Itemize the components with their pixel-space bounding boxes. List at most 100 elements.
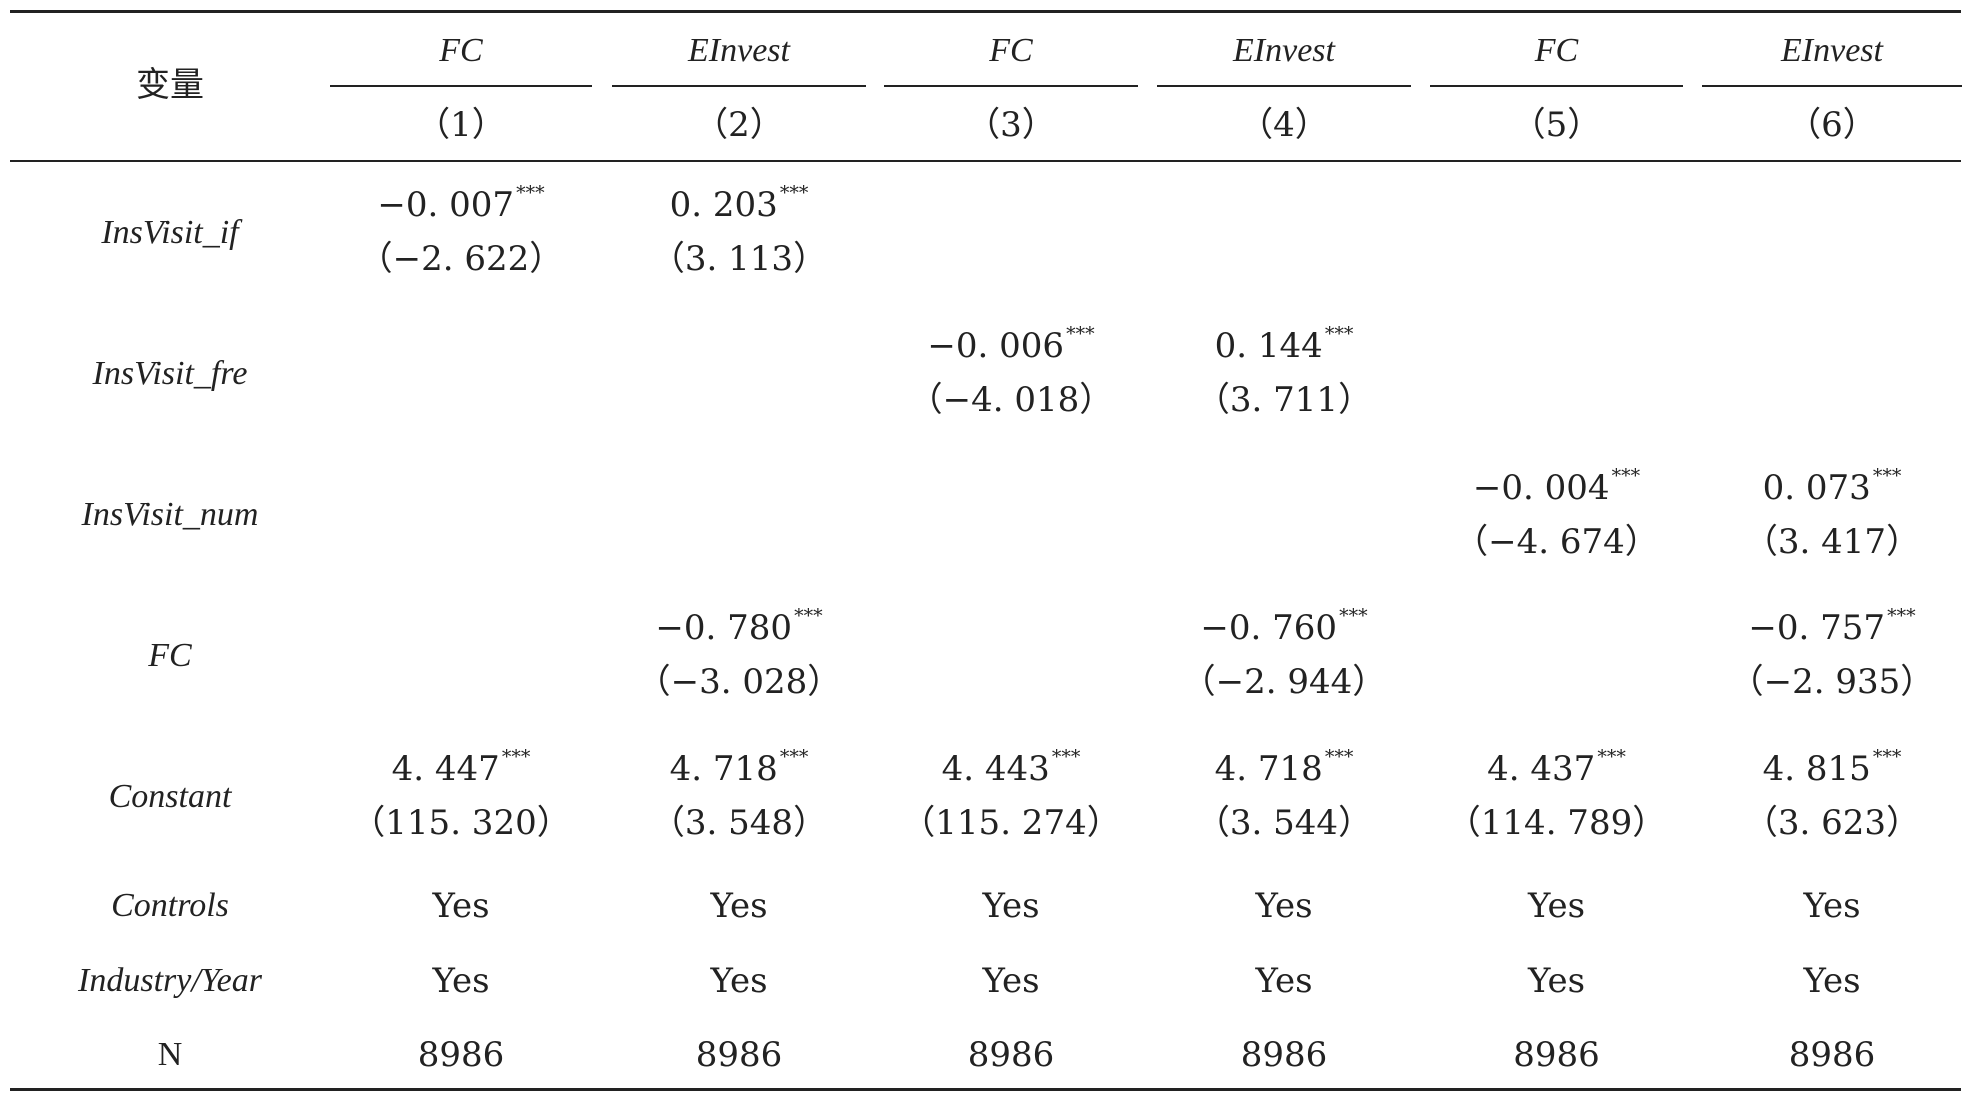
row-label-insvisit-num: InsVisit_num xyxy=(81,496,259,533)
col-6-name: EInvest xyxy=(1781,32,1883,69)
col-6-subrule xyxy=(1702,85,1962,87)
col-4-subrule xyxy=(1157,85,1411,87)
coef-value: −0. 760 xyxy=(1200,608,1338,648)
header-rule xyxy=(10,160,1961,162)
significance-stars: *** xyxy=(1887,605,1916,627)
coef-cell: 4. 447 *** （115. 320） xyxy=(330,748,592,843)
significance-stars: *** xyxy=(1324,323,1354,345)
coef-cell: −0. 780 *** （−3. 028） xyxy=(612,607,866,702)
coef-value: 4. 718 xyxy=(669,749,778,789)
col-5-number: （5） xyxy=(1511,105,1602,145)
coef-value: 4. 718 xyxy=(1214,749,1323,789)
col-6-number: （6） xyxy=(1787,105,1877,145)
row-label-industry-year: Industry/Year xyxy=(78,962,262,999)
coef-value: 0. 203 xyxy=(669,185,778,225)
significance-stars: *** xyxy=(1872,465,1902,487)
coef-value: −0. 006 xyxy=(927,326,1065,366)
significance-stars: *** xyxy=(1051,746,1081,768)
coef-value: 4. 447 xyxy=(391,749,500,789)
col-1-number: （1） xyxy=(416,105,506,145)
significance-stars: *** xyxy=(779,182,809,204)
fixed-effects-value: Yes xyxy=(432,961,490,1001)
significance-stars: *** xyxy=(1597,746,1626,768)
coef-value: −0. 004 xyxy=(1472,468,1610,508)
row-label-insvisit-if: InsVisit_if xyxy=(101,214,239,251)
significance-stars: *** xyxy=(1324,746,1354,768)
coef-cell: −0. 760 *** （−2. 944） xyxy=(1157,607,1411,702)
coef-cell: 4. 437 *** （114. 789） xyxy=(1430,748,1683,843)
t-stat: （−2. 622） xyxy=(358,239,564,279)
t-stat: （3. 417） xyxy=(1743,522,1921,562)
observations-value: 8986 xyxy=(695,1035,783,1075)
row-label-constant: Constant xyxy=(108,778,232,815)
variable-header: 变量 xyxy=(136,65,204,105)
coef-cell: 0. 203 *** （3. 113） xyxy=(612,184,866,279)
coef-cell: 0. 144 *** （3. 711） xyxy=(1157,325,1411,418)
t-stat: （114. 789） xyxy=(1446,803,1667,843)
significance-stars: *** xyxy=(501,746,531,768)
coef-value: 0. 144 xyxy=(1214,326,1323,366)
observations-value: 8986 xyxy=(417,1035,505,1075)
col-5-name: FC xyxy=(1534,32,1579,69)
col-2-number: （2） xyxy=(694,105,784,145)
t-stat: （3. 548） xyxy=(650,803,828,843)
coef-cell: −0. 004 *** （−4. 674） xyxy=(1430,467,1683,562)
significance-stars: *** xyxy=(794,605,823,627)
col-2-name: EInvest xyxy=(688,32,790,69)
t-stat: （3. 113） xyxy=(650,239,828,279)
coef-value: −0. 757 xyxy=(1748,608,1886,648)
controls-value: Yes xyxy=(982,886,1040,926)
coef-value: 4. 443 xyxy=(941,749,1050,789)
fixed-effects-value: Yes xyxy=(982,961,1040,1001)
controls-value: Yes xyxy=(432,886,490,926)
coef-cell: 4. 718 *** （3. 548） xyxy=(612,748,866,843)
observations-value: 8986 xyxy=(967,1035,1055,1075)
significance-stars: *** xyxy=(1872,746,1902,768)
fixed-effects-value: Yes xyxy=(1803,961,1861,1001)
t-stat: （−3. 028） xyxy=(636,662,842,702)
significance-stars: *** xyxy=(516,182,545,204)
coef-cell: 0. 073 *** （3. 417） xyxy=(1702,467,1962,562)
coef-cell: −0. 007 *** （−2. 622） xyxy=(330,184,592,279)
significance-stars: *** xyxy=(779,746,809,768)
col-5-subrule xyxy=(1430,85,1683,87)
coef-value: −0. 007 xyxy=(377,185,515,225)
coef-cell: 4. 443 *** （115. 274） xyxy=(884,748,1138,843)
col-4-name: EInvest xyxy=(1233,32,1335,69)
col-2-subrule xyxy=(612,85,866,87)
row-label-controls: Controls xyxy=(111,887,229,924)
row-label-fc: FC xyxy=(148,637,192,674)
row-label-n: N xyxy=(157,1036,183,1073)
row-label-insvisit-fre: InsVisit_fre xyxy=(92,355,248,392)
t-stat: （−2. 935） xyxy=(1729,662,1935,702)
significance-stars: *** xyxy=(1339,605,1368,627)
col-3-number: （3） xyxy=(966,105,1056,145)
coef-cell: −0. 757 *** （−2. 935） xyxy=(1702,607,1962,702)
coef-cell: 4. 815 *** （3. 623） xyxy=(1702,748,1962,843)
coef-value: −0. 780 xyxy=(655,608,793,648)
significance-stars: *** xyxy=(1066,323,1095,345)
coef-value: 4. 815 xyxy=(1762,749,1871,789)
t-stat: （3. 544） xyxy=(1195,803,1373,843)
top-rule xyxy=(10,10,1961,13)
col-4-number: （4） xyxy=(1239,105,1329,145)
observations-value: 8986 xyxy=(1240,1035,1328,1075)
observations-value: 8986 xyxy=(1513,1035,1600,1075)
t-stat: （115. 274） xyxy=(901,803,1121,843)
coef-value: 0. 073 xyxy=(1762,468,1871,508)
t-stat: （115. 320） xyxy=(351,803,571,843)
fixed-effects-value: Yes xyxy=(710,961,768,1001)
t-stat: （−4. 674） xyxy=(1454,522,1659,562)
controls-value: Yes xyxy=(1255,886,1313,926)
t-stat: （3. 623） xyxy=(1743,803,1921,843)
coef-value: 4. 437 xyxy=(1487,749,1596,789)
t-stat: （−2. 944） xyxy=(1181,662,1387,702)
controls-value: Yes xyxy=(1803,886,1861,926)
col-3-subrule xyxy=(884,85,1138,87)
controls-value: Yes xyxy=(710,886,768,926)
col-1-name: FC xyxy=(439,32,483,69)
coef-cell: 4. 718 *** （3. 544） xyxy=(1157,748,1411,843)
fixed-effects-value: Yes xyxy=(1527,961,1586,1001)
significance-stars: *** xyxy=(1611,465,1641,487)
